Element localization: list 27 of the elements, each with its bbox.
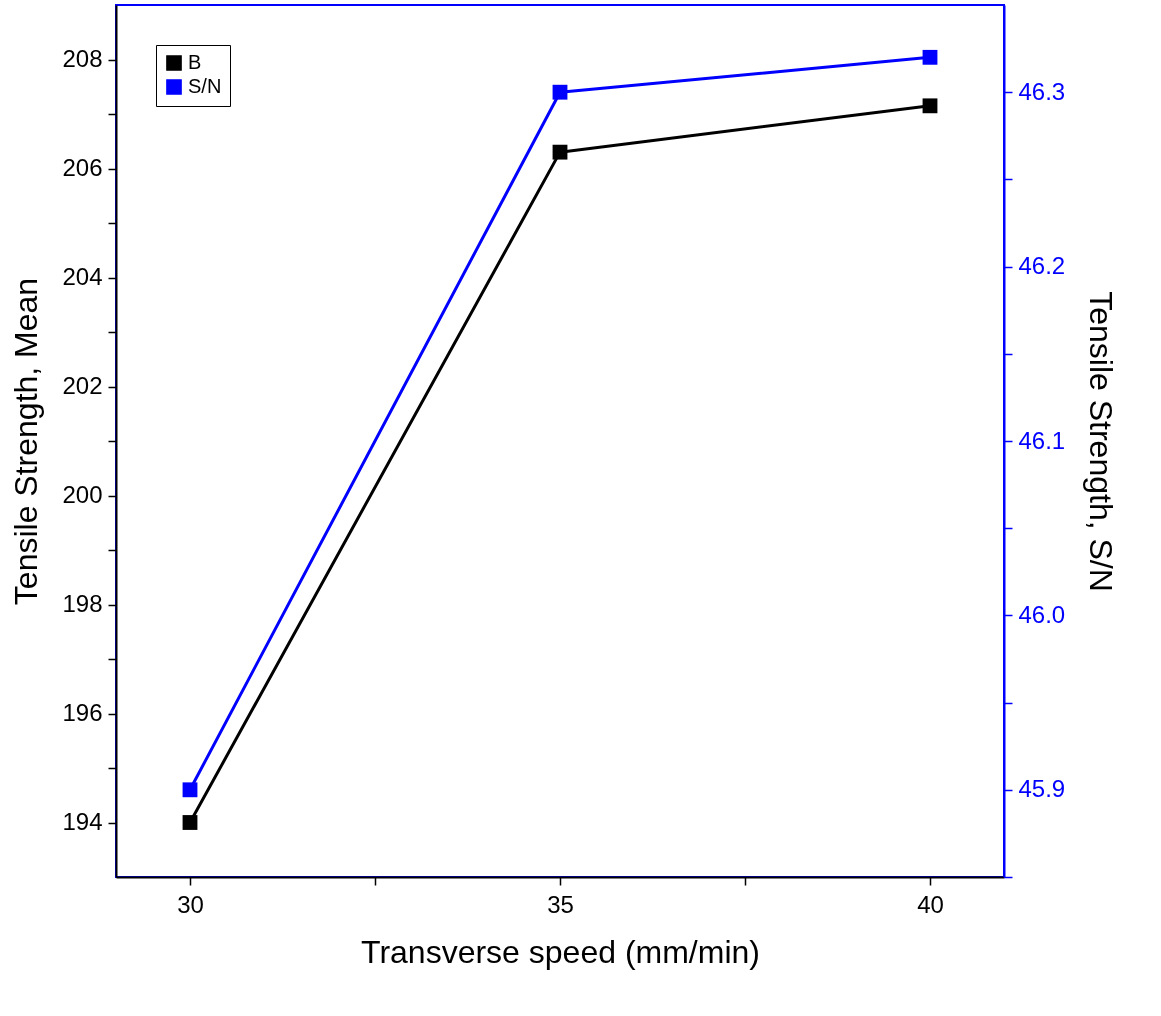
y-tick-label: 196 [62,699,103,726]
y2-tick-label: 46.3 [1018,77,1066,105]
point [552,84,568,100]
point [552,144,568,160]
legend-label: B [188,51,202,73]
y-tick-label: 202 [62,372,103,399]
point [922,49,938,65]
y-axis-title: Tensile Strength, Mean [8,277,45,606]
y2-axis-title: Tensile Strength, S/N [1083,291,1120,592]
y-tick-label: 200 [62,481,103,508]
y2-tick-label: 46.1 [1018,426,1066,454]
x-axis-title: Transverse speed (mm/min) [361,933,760,970]
y-tick-label: 208 [62,45,103,72]
y-tick-label: 206 [62,154,103,181]
legend-label: S/N [188,75,222,97]
y2-tick-label: 45.9 [1018,775,1066,803]
point [182,815,198,830]
point [922,98,938,114]
point [182,782,198,798]
y-tick-label: 198 [62,590,103,617]
y2-tick-label: 46.2 [1018,252,1066,280]
y-tick-label: 194 [62,808,103,835]
y-tick-label: 204 [62,263,103,290]
x-tick-label: 30 [177,890,204,918]
y2-tick-label: 46.0 [1018,600,1066,628]
x-tick-label: 40 [917,890,944,918]
x-tick-label: 35 [547,890,574,918]
